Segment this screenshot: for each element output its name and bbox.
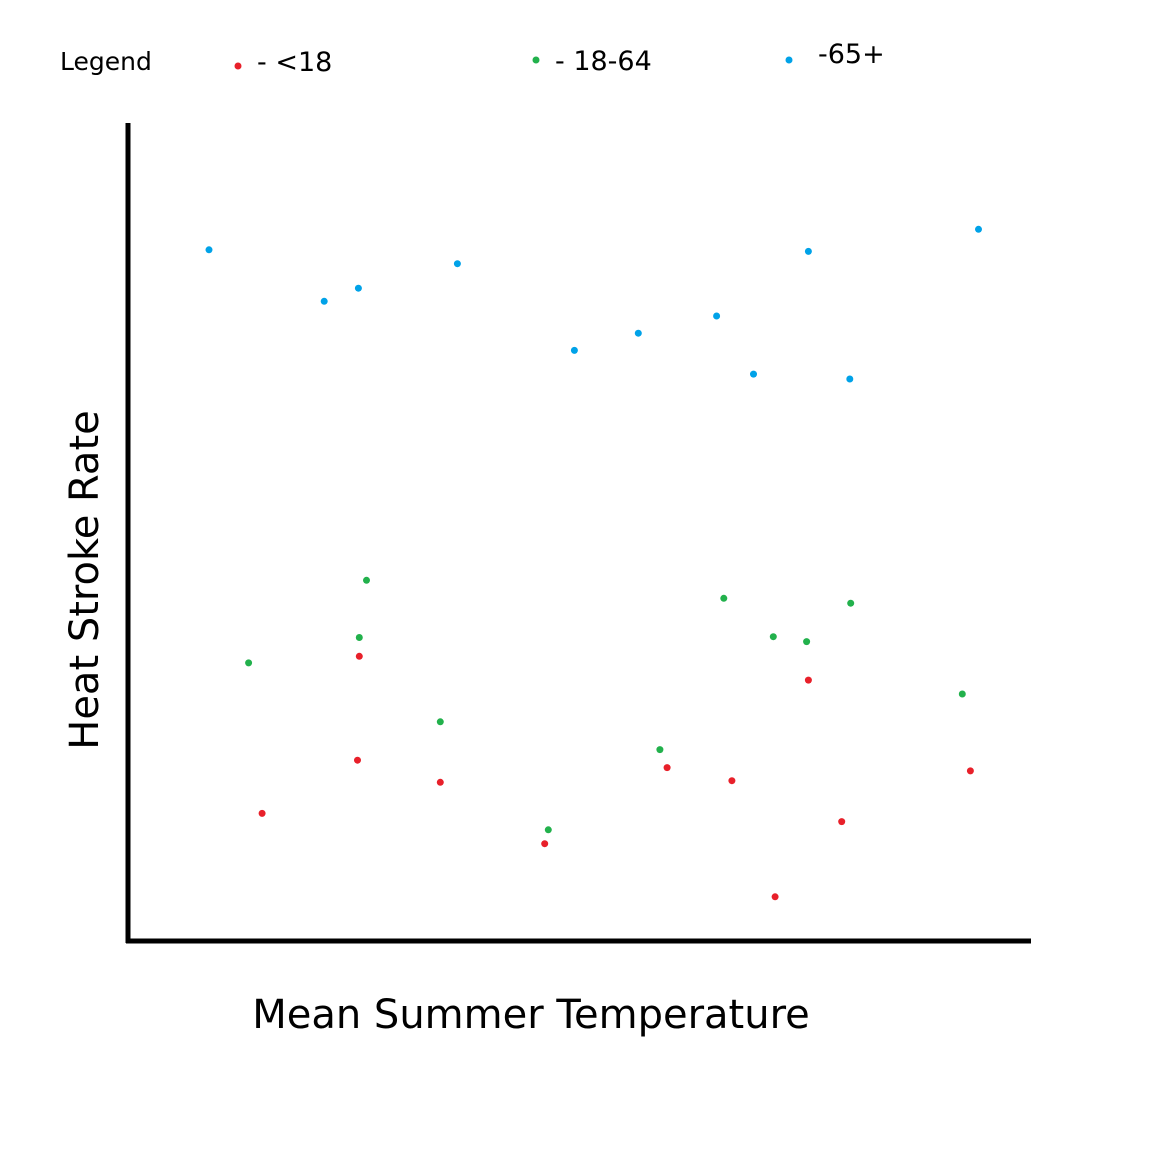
data-point-65-plus-1 bbox=[205, 246, 213, 254]
data-point-18-64-3 bbox=[363, 576, 370, 584]
data-point-18-64-7 bbox=[720, 594, 728, 602]
legend-title: Legend bbox=[60, 47, 152, 76]
data-point-18-64-8 bbox=[769, 633, 777, 641]
data-point-18-64-4 bbox=[436, 718, 444, 726]
legend-marker-18-64 bbox=[532, 56, 540, 64]
data-point-under-18-6 bbox=[663, 764, 671, 772]
data-point-18-64-11 bbox=[958, 690, 966, 698]
data-point-65-plus-3 bbox=[354, 284, 362, 292]
legend-entry-under-18: - <18 bbox=[234, 47, 332, 78]
data-point-under-18-9 bbox=[804, 676, 812, 684]
data-point-18-64-9 bbox=[803, 638, 811, 646]
legend-label-under-18: - <18 bbox=[257, 47, 332, 78]
data-point-65-plus-11 bbox=[975, 225, 982, 233]
legend-entry-65-plus: -65+ bbox=[785, 39, 885, 70]
data-point-under-18-3 bbox=[355, 652, 363, 660]
data-point-under-18-10 bbox=[838, 818, 846, 826]
data-point-under-18-5 bbox=[541, 840, 549, 848]
data-point-65-plus-10 bbox=[846, 375, 854, 383]
legend-marker-65-plus bbox=[785, 56, 793, 64]
data-points bbox=[205, 225, 982, 901]
data-point-18-64-10 bbox=[847, 599, 855, 607]
data-point-under-18-11 bbox=[966, 767, 974, 775]
x-axis-label: Mean Summer Temperature bbox=[252, 992, 810, 1038]
data-point-under-18-2 bbox=[354, 756, 361, 764]
data-point-65-plus-5 bbox=[570, 346, 578, 354]
data-point-65-plus-8 bbox=[750, 370, 757, 378]
legend-entry-18-64: - 18-64 bbox=[532, 46, 652, 77]
data-point-under-18-7 bbox=[728, 777, 736, 785]
legend: Legend - <18 - 18-64 -65+ bbox=[60, 39, 885, 78]
legend-label-18-64: - 18-64 bbox=[555, 46, 652, 77]
data-point-under-18-8 bbox=[771, 893, 779, 901]
y-axis-label: Heat Stroke Rate bbox=[62, 410, 108, 750]
data-point-65-plus-6 bbox=[634, 329, 642, 337]
data-point-18-64-5 bbox=[544, 826, 552, 834]
data-point-under-18-4 bbox=[436, 778, 444, 786]
data-point-65-plus-2 bbox=[320, 297, 328, 305]
data-point-under-18-1 bbox=[258, 809, 266, 817]
data-point-18-64-6 bbox=[656, 746, 664, 754]
data-point-18-64-2 bbox=[355, 634, 363, 641]
axes bbox=[125, 123, 1031, 944]
data-point-18-64-1 bbox=[245, 659, 253, 667]
legend-label-65-plus: -65+ bbox=[818, 39, 885, 70]
data-point-65-plus-9 bbox=[804, 247, 812, 255]
legend-marker-under-18 bbox=[234, 62, 242, 70]
data-point-65-plus-7 bbox=[713, 312, 721, 320]
data-point-65-plus-4 bbox=[453, 260, 461, 268]
